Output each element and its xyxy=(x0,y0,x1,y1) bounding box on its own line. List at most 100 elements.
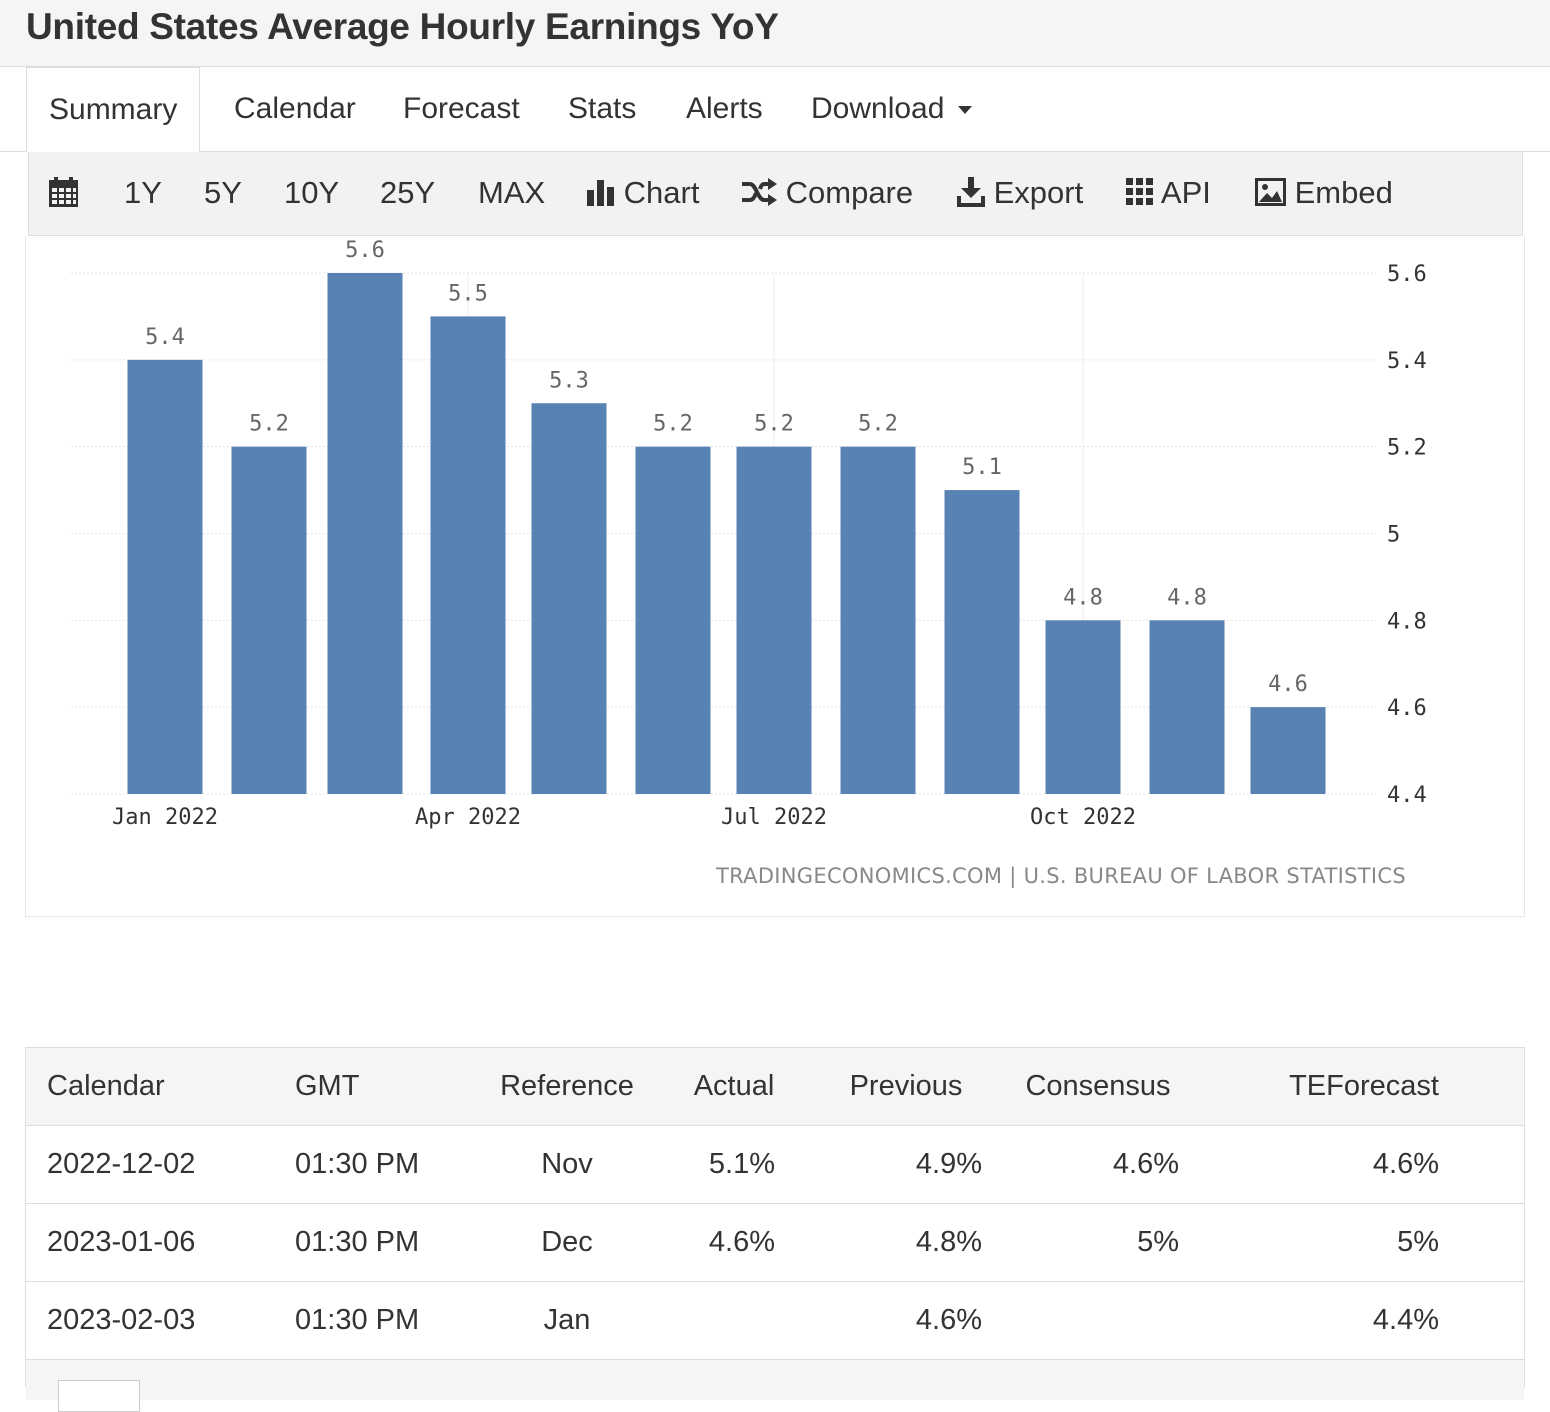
range-25y-button[interactable]: 25Y xyxy=(380,175,436,210)
image-icon xyxy=(1255,177,1286,206)
compare-button[interactable]: Compare xyxy=(741,152,913,234)
x-tick-label: Jan 2022 xyxy=(112,805,218,830)
tab-alerts[interactable]: Alerts xyxy=(686,92,763,125)
api-label: API xyxy=(1160,175,1211,210)
data-label: 4.6 xyxy=(1268,672,1308,697)
cell-gmt: 01:30 PM xyxy=(294,1203,486,1282)
bar xyxy=(327,273,403,794)
table-footer xyxy=(26,1360,1524,1412)
y-tick-label: 4.4 xyxy=(1387,783,1427,808)
col-gmt: GMT xyxy=(294,1048,486,1126)
data-label: 5.2 xyxy=(858,412,898,437)
data-label: 4.8 xyxy=(1063,585,1103,610)
data-label: 5.2 xyxy=(754,412,794,437)
range-5y-button[interactable]: 5Y xyxy=(204,175,242,210)
cell-reference: Dec xyxy=(486,1203,648,1282)
bar xyxy=(531,403,607,794)
bar-chart: 4.4 4.6 4.8 5 5.2 5.4 5.6 5.4 5.2 5.6 5.5 5.3 5.2 5.2… xyxy=(71,238,1427,830)
grid-icon xyxy=(1126,177,1153,205)
page-size-select[interactable] xyxy=(58,1380,140,1412)
calendar-table: Calendar GMT Reference Actual Previous C… xyxy=(25,1047,1525,1412)
chart-panel: 4.4 4.6 4.8 5 5.2 5.4 5.6 5.4 5.2 5.6 5.5 5.3 5.2 5.2… xyxy=(25,236,1525,917)
cell-date: 2023-01-06 xyxy=(26,1203,294,1282)
title-bar: United States Average Hourly Earnings Yo… xyxy=(0,0,1550,67)
x-tick-label: Jul 2022 xyxy=(721,805,827,830)
date-picker-button[interactable] xyxy=(49,152,78,234)
page-title: United States Average Hourly Earnings Yo… xyxy=(26,6,779,47)
data-label: 5.3 xyxy=(549,368,589,393)
tab-download-label: Download xyxy=(811,92,945,125)
compare-label: Compare xyxy=(785,175,914,210)
export-label: Export xyxy=(993,175,1084,210)
data-label: 5.4 xyxy=(145,325,185,350)
bar xyxy=(430,316,506,794)
cell-date: 2023-02-03 xyxy=(26,1281,294,1360)
tab-download[interactable]: Download xyxy=(811,67,973,152)
y-tick-label: 5.6 xyxy=(1387,262,1427,287)
tab-forecast[interactable]: Forecast xyxy=(403,92,520,125)
embed-label: Embed xyxy=(1294,175,1393,210)
col-previous: Previous xyxy=(820,1048,992,1126)
chart-source: TRADINGECONOMICS.COM | U.S. BUREAU OF LA… xyxy=(716,864,1406,888)
col-reference: Reference xyxy=(486,1048,648,1126)
cell-date: 2022-12-02 xyxy=(26,1125,294,1204)
cell-actual: 4.6% xyxy=(648,1203,820,1282)
data-label: 5.5 xyxy=(448,281,488,306)
range-1y-button[interactable]: 1Y xyxy=(124,175,162,210)
bar-chart-icon xyxy=(587,179,614,206)
cell-teforecast: 4.4% xyxy=(1204,1281,1524,1360)
calendar-icon xyxy=(49,176,78,207)
data-label: 4.8 xyxy=(1167,585,1207,610)
y-tick-label: 5.4 xyxy=(1387,349,1427,374)
embed-button[interactable]: Embed xyxy=(1255,152,1393,234)
range-max-button[interactable]: MAX xyxy=(478,175,546,210)
data-label: 5.2 xyxy=(249,412,289,437)
cell-gmt: 01:30 PM xyxy=(294,1125,486,1204)
cell-previous: 4.9% xyxy=(820,1125,992,1204)
y-tick-label: 4.8 xyxy=(1387,609,1427,634)
bar xyxy=(736,446,812,794)
range-10y-button[interactable]: 10Y xyxy=(284,175,340,210)
tab-summary[interactable]: Summary xyxy=(26,67,201,153)
table-row: 2023-02-03 01:30 PM Jan 4.6% 4.4% xyxy=(26,1281,1524,1360)
cell-previous: 4.8% xyxy=(820,1203,992,1282)
bar xyxy=(1250,707,1326,794)
cell-reference: Jan xyxy=(486,1281,648,1360)
tab-stats[interactable]: Stats xyxy=(568,92,637,125)
bar xyxy=(944,490,1020,794)
cell-teforecast: 4.6% xyxy=(1204,1125,1524,1204)
table-row: 2022-12-02 01:30 PM Nov 5.1% 4.9% 4.6% 4… xyxy=(26,1125,1524,1204)
shuffle-icon xyxy=(742,177,777,206)
y-tick-label: 5 xyxy=(1387,523,1400,548)
col-calendar: Calendar xyxy=(26,1048,294,1126)
cell-consensus: 4.6% xyxy=(992,1125,1204,1204)
y-tick-label: 4.6 xyxy=(1387,696,1427,721)
cell-actual: 5.1% xyxy=(648,1125,820,1204)
cell-previous: 4.6% xyxy=(820,1281,992,1360)
api-button[interactable]: API xyxy=(1126,152,1211,234)
download-icon xyxy=(957,176,985,207)
caret-down-icon xyxy=(958,106,973,115)
cell-consensus: 5% xyxy=(992,1203,1204,1282)
table-row: 2023-01-06 01:30 PM Dec 4.6% 4.8% 5% 5% xyxy=(26,1203,1524,1282)
bar xyxy=(1045,620,1121,794)
cell-actual xyxy=(648,1281,820,1360)
chart-label: Chart xyxy=(623,175,700,210)
table-header-row: Calendar GMT Reference Actual Previous C… xyxy=(26,1048,1524,1126)
tab-bar: Summary Calendar Forecast Stats Alerts D… xyxy=(0,67,1550,153)
export-button[interactable]: Export xyxy=(957,152,1083,234)
data-label: 5.6 xyxy=(345,238,385,263)
col-teforecast: TEForecast xyxy=(1204,1048,1524,1126)
x-tick-label: Oct 2022 xyxy=(1030,805,1136,830)
data-label: 5.2 xyxy=(653,412,693,437)
cell-consensus xyxy=(992,1281,1204,1360)
col-consensus: Consensus xyxy=(992,1048,1204,1126)
tab-calendar[interactable]: Calendar xyxy=(234,92,356,125)
x-tick-label: Apr 2022 xyxy=(415,805,521,830)
bar xyxy=(635,446,711,794)
col-actual: Actual xyxy=(648,1048,820,1126)
cell-gmt: 01:30 PM xyxy=(294,1281,486,1360)
y-tick-label: 5.2 xyxy=(1387,436,1427,461)
bar xyxy=(231,446,307,794)
chart-type-button[interactable]: Chart xyxy=(587,152,699,234)
